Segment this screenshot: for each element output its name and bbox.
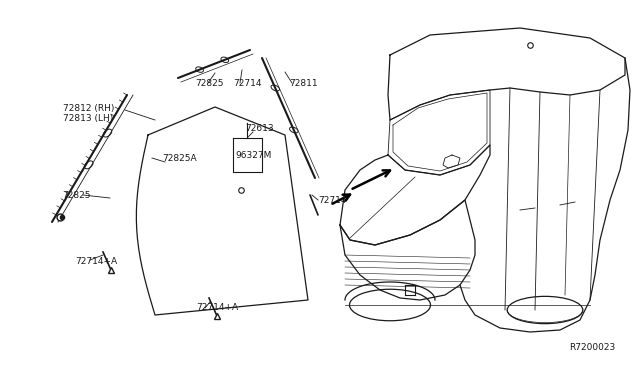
Ellipse shape <box>349 289 431 321</box>
Ellipse shape <box>221 57 228 62</box>
Text: 72812 (RH): 72812 (RH) <box>63 103 115 112</box>
Text: 72825: 72825 <box>62 190 90 199</box>
Text: 72825: 72825 <box>195 78 223 87</box>
Ellipse shape <box>271 85 280 91</box>
Text: 72813 (LH): 72813 (LH) <box>63 113 113 122</box>
Text: 96327M: 96327M <box>235 151 271 160</box>
Text: 72714+A: 72714+A <box>196 304 238 312</box>
Text: 72811: 72811 <box>289 78 317 87</box>
Text: R7200023: R7200023 <box>569 343 615 353</box>
Ellipse shape <box>507 296 583 324</box>
Ellipse shape <box>289 127 298 133</box>
Text: 72714: 72714 <box>318 196 346 205</box>
Text: 72714+A: 72714+A <box>75 257 117 266</box>
Text: 72714: 72714 <box>233 78 262 87</box>
Ellipse shape <box>196 67 204 72</box>
Text: 72613: 72613 <box>245 124 274 132</box>
Ellipse shape <box>103 129 112 137</box>
Ellipse shape <box>84 161 93 169</box>
Text: 72825A: 72825A <box>162 154 196 163</box>
